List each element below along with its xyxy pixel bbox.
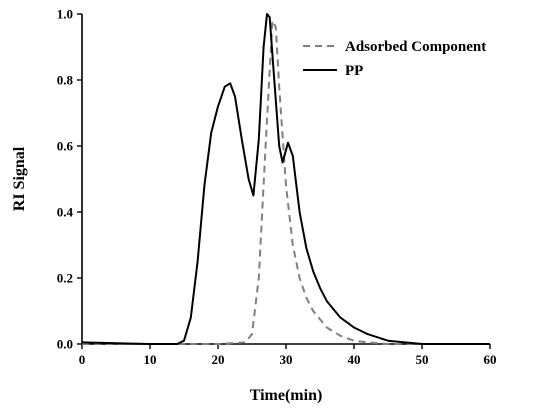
- y-tick-label: 0.0: [57, 337, 73, 352]
- y-tick-label: 0.6: [57, 139, 74, 154]
- x-tick-label: 10: [144, 352, 157, 367]
- x-tick-label: 20: [212, 352, 225, 367]
- x-axis-title: Time(min): [250, 387, 323, 404]
- x-tick-label: 40: [348, 352, 361, 367]
- y-axis-title: RI Signal: [11, 146, 28, 211]
- y-tick-label: 0.4: [57, 205, 74, 220]
- x-tick-label: 60: [484, 352, 497, 367]
- x-tick-label: 50: [416, 352, 429, 367]
- legend-label-1: PP: [345, 63, 363, 79]
- y-tick-label: 0.2: [57, 271, 73, 286]
- y-tick-label: 1.0: [57, 7, 73, 22]
- series-line-1: [81, 13, 490, 345]
- x-tick-label: 0: [79, 352, 86, 367]
- y-tick-label: 0.8: [57, 73, 74, 88]
- x-tick-label: 30: [280, 352, 293, 367]
- series-line-0: [82, 19, 490, 345]
- legend-label-0: Adsorbed Component: [345, 39, 486, 55]
